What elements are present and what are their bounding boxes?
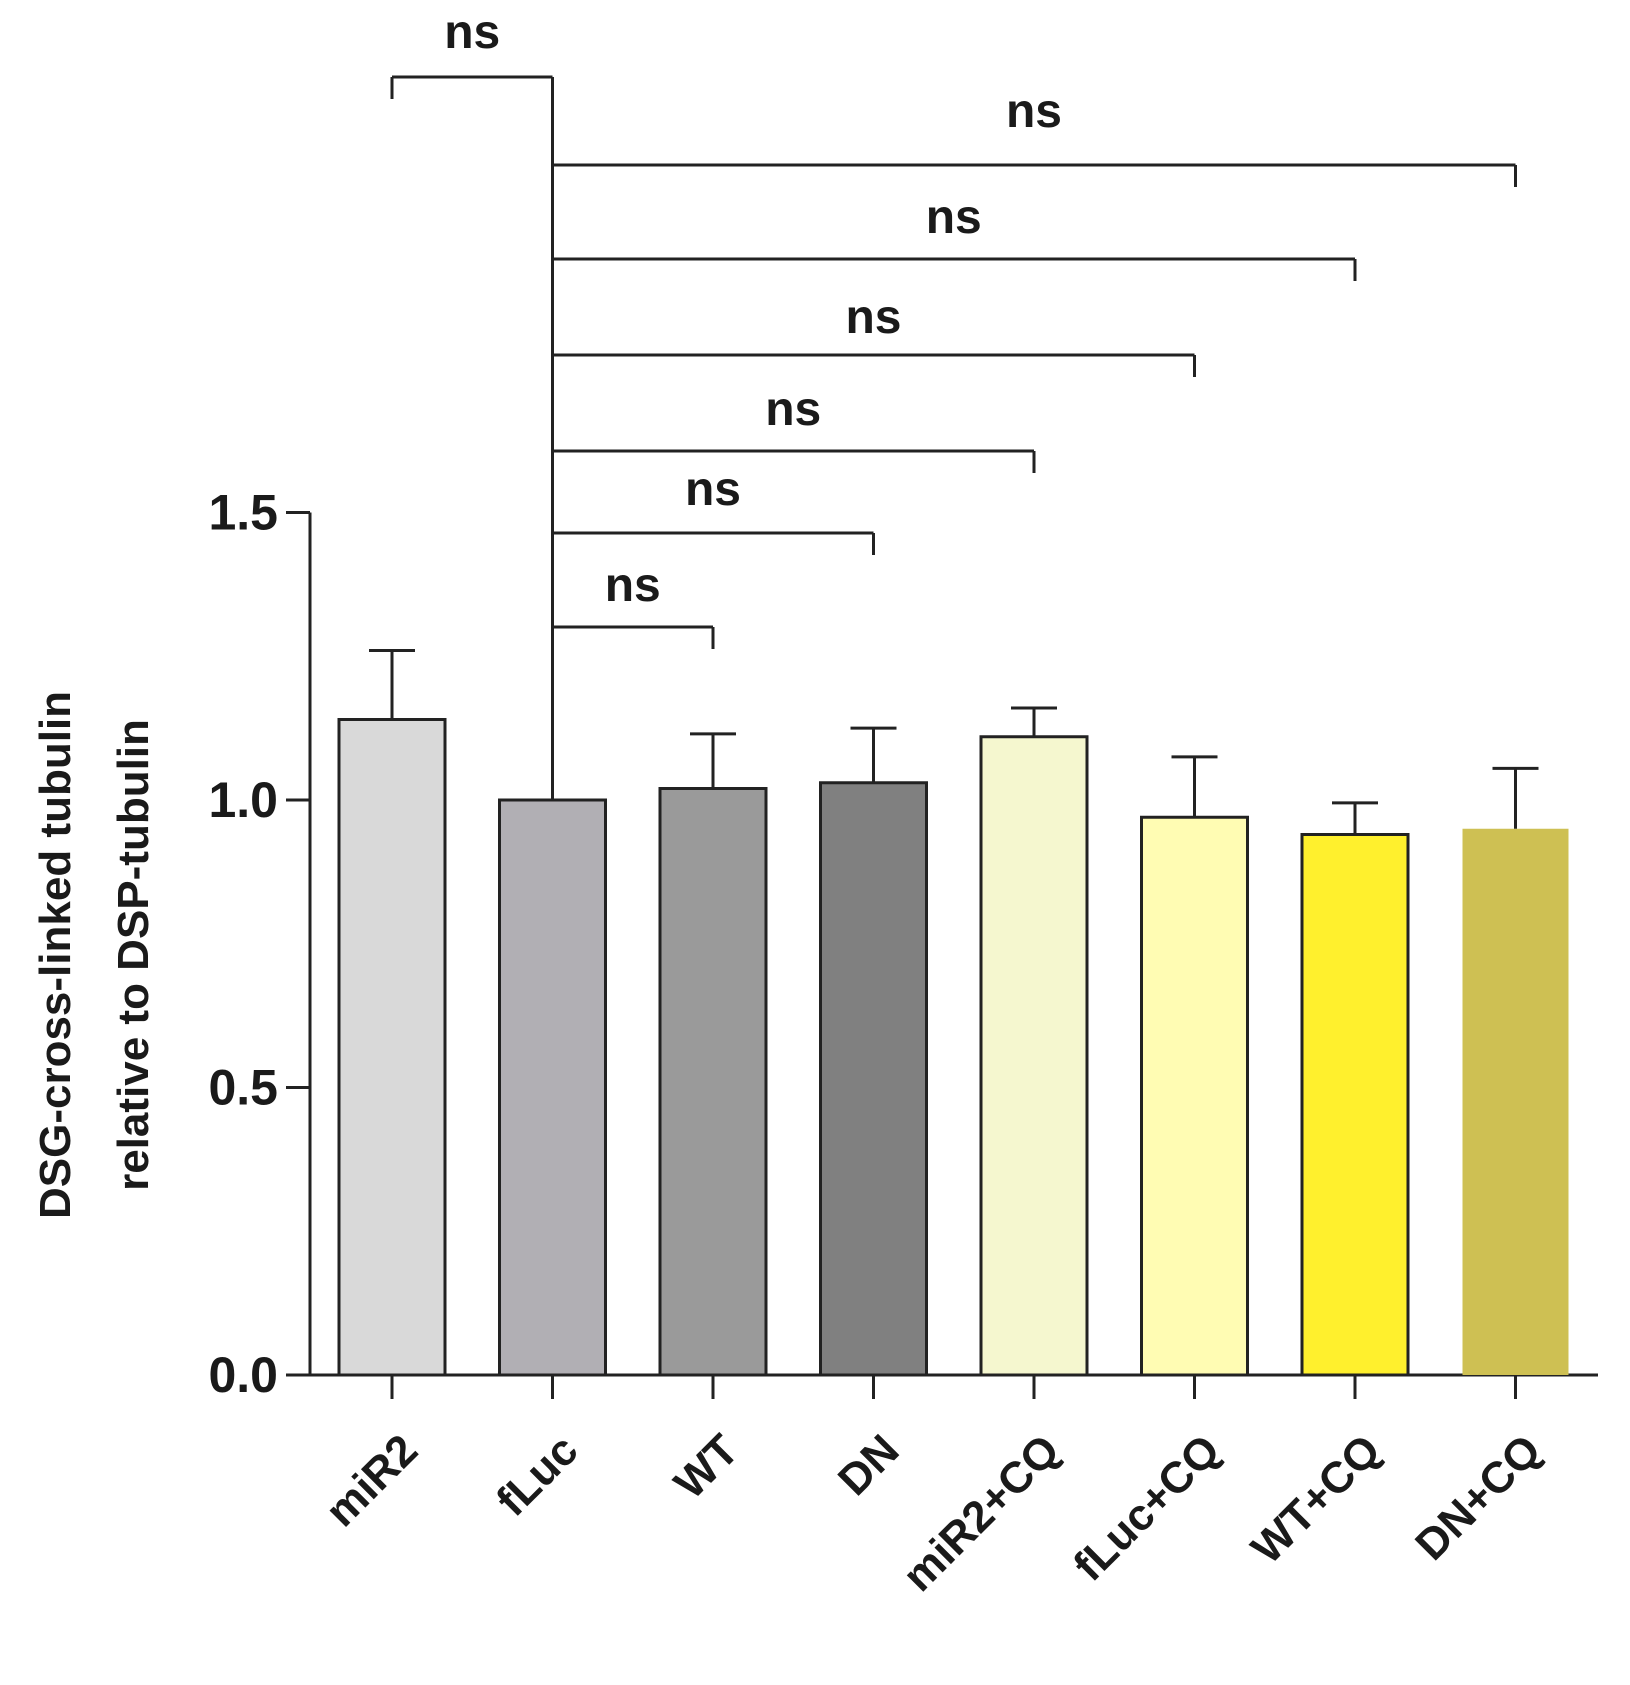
significance-label: ns <box>926 191 982 244</box>
bars <box>337 718 1569 1377</box>
bar <box>1300 833 1410 1377</box>
bar <box>498 798 607 1377</box>
category-label: fLuc+CQ <box>1064 1425 1229 1590</box>
category-label: DN+CQ <box>1406 1425 1550 1569</box>
significance-label: ns <box>444 6 500 59</box>
category-label: miR2 <box>316 1425 427 1536</box>
bar <box>979 735 1089 1377</box>
y-axis-label-line-1: DSG-cross-linked tubulin <box>31 691 80 1219</box>
y-tick-label: 1.5 <box>208 485 278 541</box>
significance-label: ns <box>845 291 901 344</box>
category-label: WT+CQ <box>1242 1425 1390 1573</box>
category-label: fLuc <box>487 1425 587 1525</box>
y-tick-label: 0.5 <box>208 1060 278 1116</box>
bar <box>1462 828 1569 1375</box>
category-label: miR2+CQ <box>893 1425 1069 1601</box>
bar <box>819 781 928 1377</box>
y-axis-label-line-2: relative to DSP-tubulin <box>109 719 158 1191</box>
significance-label: ns <box>765 383 821 436</box>
significance-label: ns <box>685 463 741 516</box>
category-label: DN <box>829 1425 909 1505</box>
error-bars <box>369 649 1539 835</box>
significance-label: ns <box>605 559 661 612</box>
bar <box>337 718 447 1377</box>
y-tick-label: 0.0 <box>208 1347 278 1403</box>
bar <box>1140 815 1249 1377</box>
category-label: WT <box>665 1425 748 1508</box>
y-axis-label: DSG-cross-linked tubulin relative to DSP-… <box>31 691 158 1219</box>
y-tick-label: 1.0 <box>208 772 278 828</box>
significance-label: ns <box>1006 85 1062 138</box>
bar <box>658 787 768 1377</box>
